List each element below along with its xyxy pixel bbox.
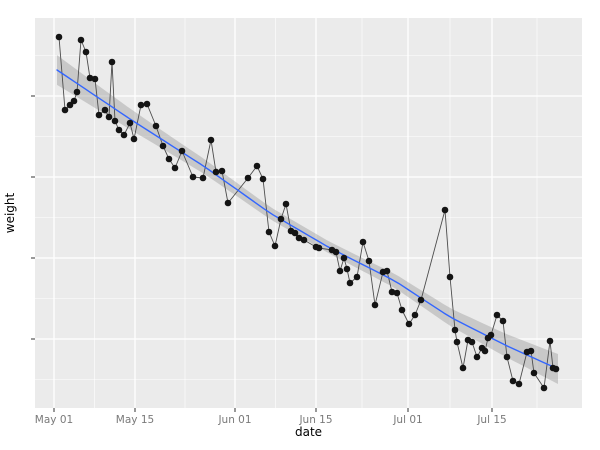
data-point — [105, 113, 113, 121]
data-point — [527, 347, 535, 355]
data-point — [552, 365, 560, 373]
data-point — [540, 384, 548, 392]
data-point — [332, 248, 340, 256]
data-point — [481, 347, 489, 355]
data-point — [487, 331, 495, 339]
data-point — [101, 106, 109, 114]
data-point — [340, 254, 348, 262]
x-tick-label: May 01 — [35, 414, 73, 426]
data-point — [446, 273, 454, 281]
data-point — [165, 155, 173, 163]
data-point — [405, 320, 413, 328]
data-point — [111, 117, 119, 125]
data-point — [411, 311, 419, 319]
data-point — [371, 301, 379, 309]
plot-panel — [35, 18, 582, 408]
data-point — [61, 106, 69, 114]
data-point — [265, 228, 273, 236]
x-tick-label: Jul 01 — [392, 414, 422, 426]
data-point — [259, 175, 267, 183]
data-point — [398, 306, 406, 314]
data-point — [546, 337, 554, 345]
data-point — [271, 242, 279, 250]
data-point — [451, 326, 459, 334]
x-tick-label: Jul 15 — [476, 414, 506, 426]
data-point — [159, 142, 167, 150]
data-point — [73, 88, 81, 96]
data-point — [530, 369, 538, 377]
data-point — [453, 338, 461, 346]
data-point — [82, 48, 90, 56]
data-point — [499, 317, 507, 325]
data-point — [253, 162, 261, 170]
data-point — [70, 97, 78, 105]
data-point — [353, 273, 361, 281]
data-point — [291, 229, 299, 237]
x-tick-label: Jun 01 — [217, 414, 251, 426]
data-point — [493, 311, 501, 319]
data-point — [66, 101, 74, 109]
data-point — [199, 174, 207, 182]
data-point — [343, 265, 351, 273]
data-point — [441, 206, 449, 214]
data-point — [346, 279, 354, 287]
data-point — [126, 119, 134, 127]
data-point — [417, 296, 425, 304]
trend-line — [56, 69, 559, 370]
data-point — [282, 200, 290, 208]
data-point — [178, 147, 186, 155]
y-axis-title: weight — [3, 192, 17, 233]
data-point — [336, 267, 344, 275]
data-point — [137, 101, 145, 109]
data-point — [473, 353, 481, 361]
data-point — [224, 199, 232, 207]
data-point — [393, 289, 401, 297]
data-point — [86, 74, 94, 82]
data-point — [509, 377, 517, 385]
data-point — [91, 75, 99, 83]
data-point — [171, 164, 179, 172]
data-point — [77, 36, 85, 44]
x-tick-label: May 15 — [116, 414, 154, 426]
data-point — [365, 257, 373, 265]
data-point — [207, 136, 215, 144]
data-point — [120, 131, 128, 139]
data-point — [115, 126, 123, 134]
data-point — [295, 234, 303, 242]
data-point — [218, 167, 226, 175]
data-point — [359, 238, 367, 246]
data-point — [388, 288, 396, 296]
confidence-band — [57, 55, 558, 384]
data-point — [459, 364, 467, 372]
x-tick-label: Jun 15 — [298, 414, 332, 426]
data-point — [143, 100, 151, 108]
data-point — [468, 338, 476, 346]
data-point — [503, 353, 511, 361]
data-point — [300, 236, 308, 244]
data-point — [152, 122, 160, 130]
data-point — [277, 215, 285, 223]
x-axis-title: date — [295, 425, 322, 439]
data-point — [130, 135, 138, 143]
data-point — [189, 173, 197, 181]
data-point — [55, 33, 63, 41]
data-point — [383, 267, 391, 275]
data-point — [515, 380, 523, 388]
data-point — [315, 244, 323, 252]
data-point — [212, 168, 220, 176]
data-point — [108, 58, 116, 66]
data-point — [95, 111, 103, 119]
data-point — [244, 174, 252, 182]
